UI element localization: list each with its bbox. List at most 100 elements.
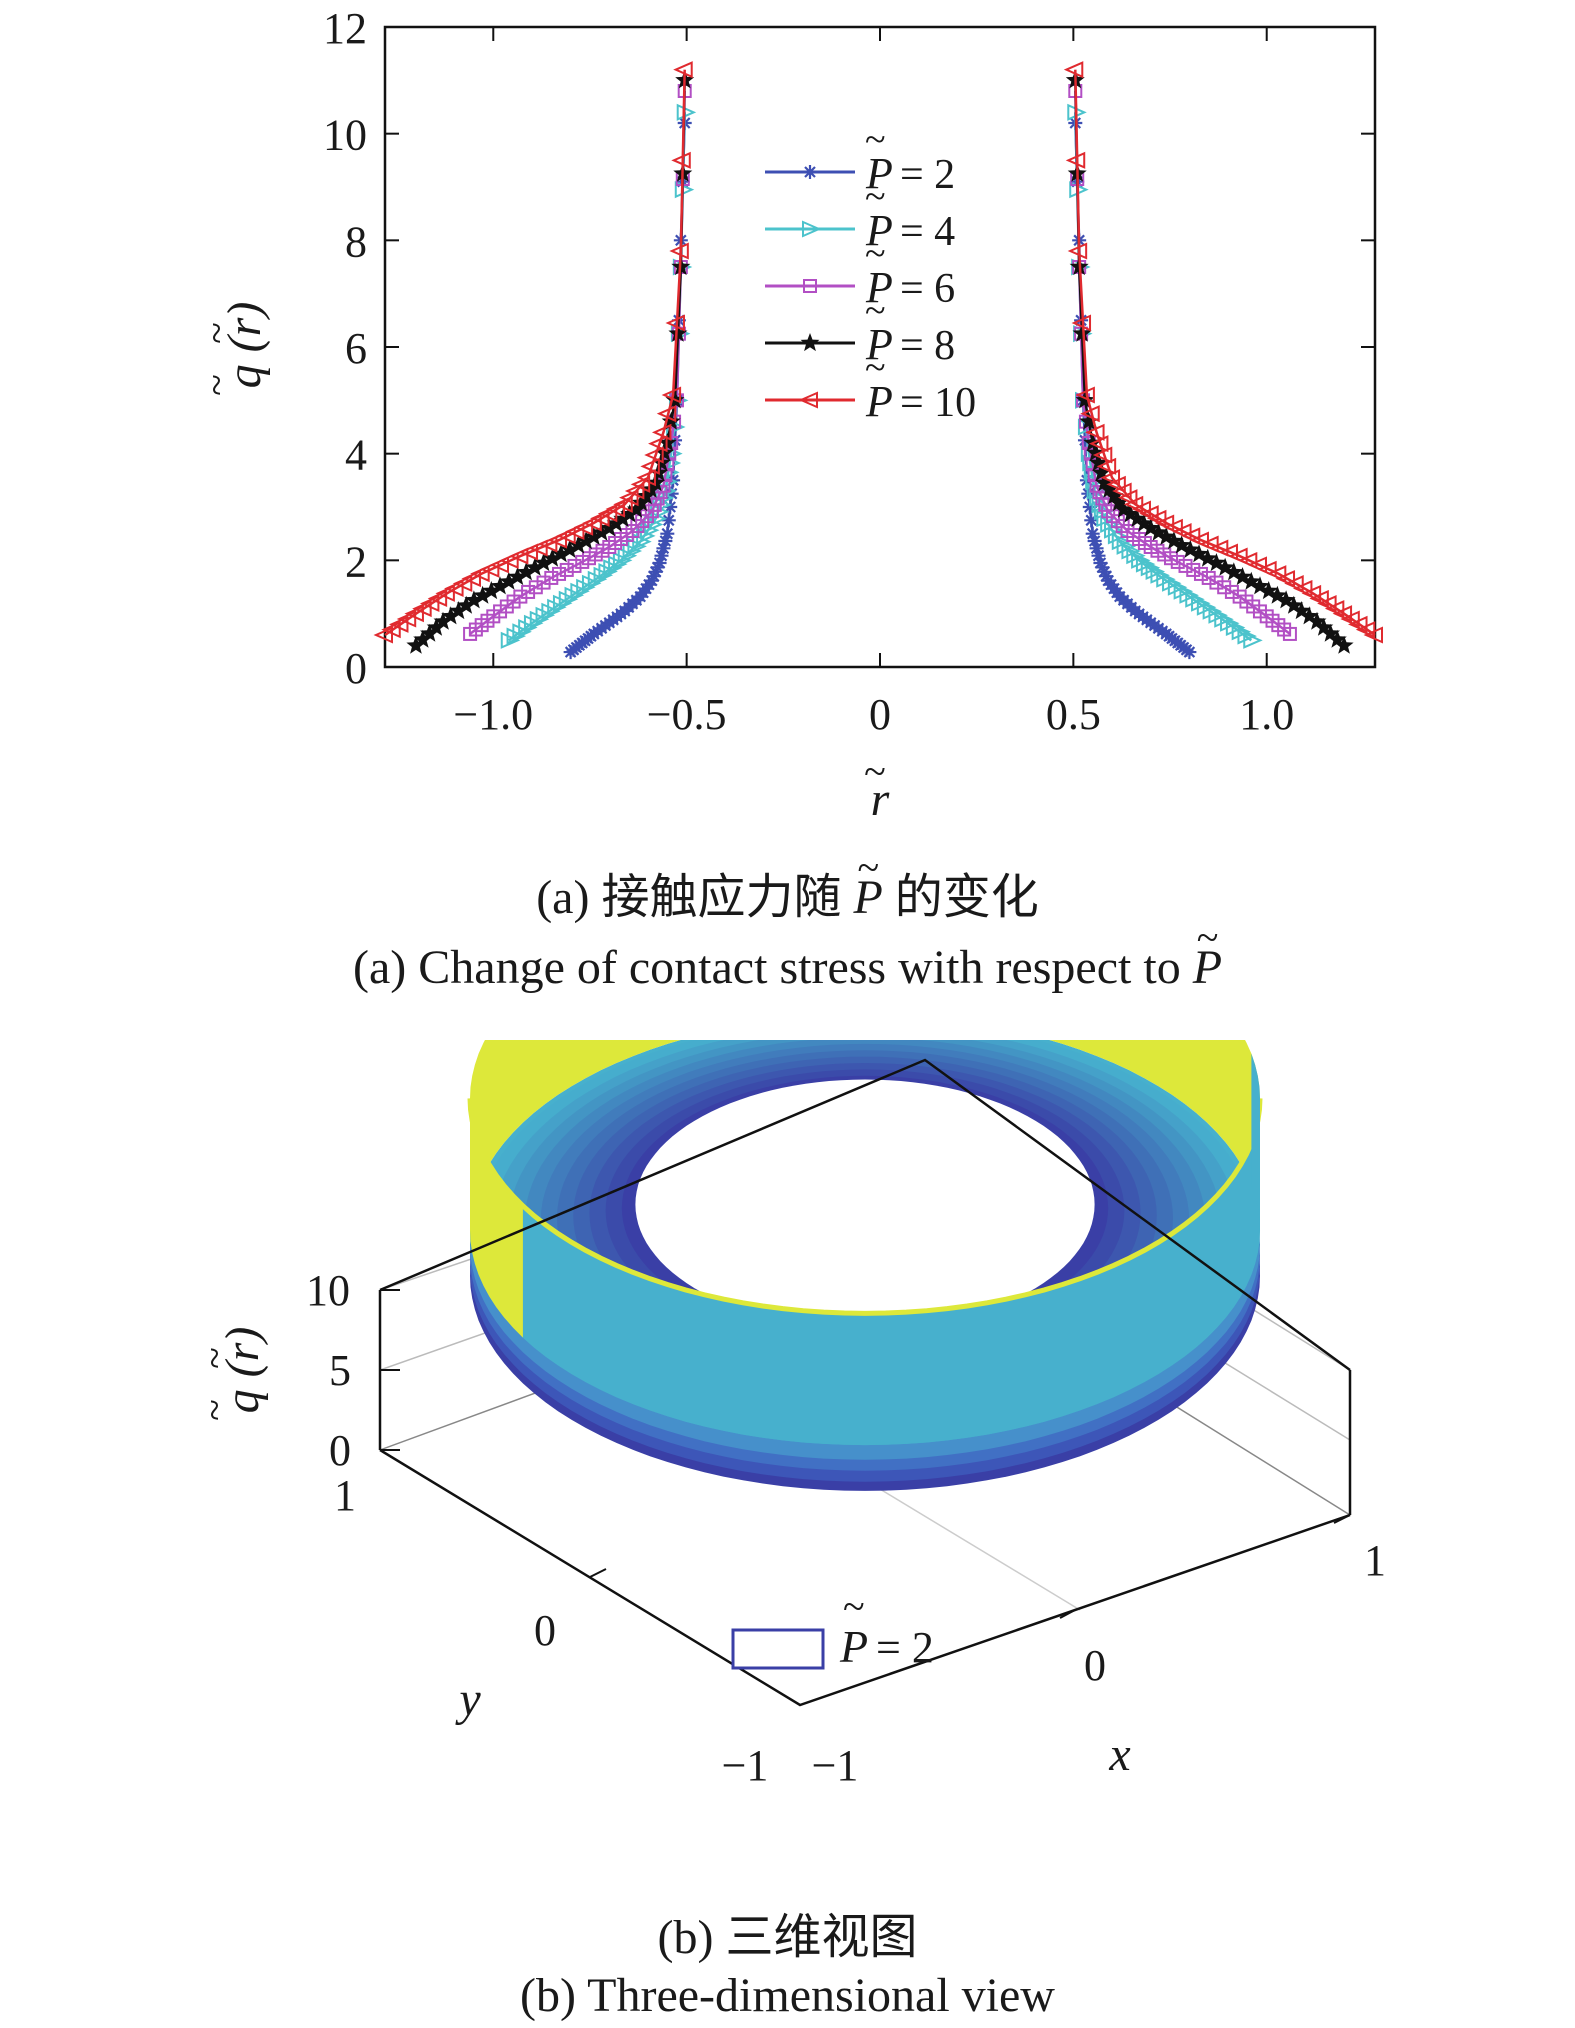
- data-point: [1101, 573, 1116, 588]
- data-point: [1089, 453, 1108, 472]
- data-point: [664, 486, 679, 501]
- data-point: [552, 566, 567, 581]
- data-point: [528, 580, 543, 595]
- data-point: [606, 513, 626, 532]
- data-point: [624, 482, 645, 500]
- data-point: [1135, 555, 1156, 573]
- data-point: [1257, 560, 1277, 578]
- data-point: [521, 584, 536, 599]
- data-point: [1314, 617, 1334, 636]
- data-point: [654, 548, 669, 563]
- data-point: [646, 569, 661, 584]
- data-point: [640, 457, 660, 475]
- data-point: [1134, 513, 1154, 532]
- y-axis-tilde-r: ~: [194, 322, 239, 344]
- data-point: [1086, 443, 1106, 462]
- data-point: [592, 522, 612, 541]
- data-point: [656, 405, 677, 423]
- data-point: [1250, 576, 1270, 595]
- data-point: [551, 544, 571, 563]
- x-tick-label: 1: [1364, 1536, 1386, 1585]
- data-point: [1127, 509, 1147, 528]
- data-point: [803, 165, 817, 179]
- data-point: [1266, 565, 1287, 583]
- legend-tilde: ~: [865, 176, 886, 218]
- legend-value: = 4: [900, 209, 955, 255]
- data-point: [802, 220, 822, 238]
- data-point: [1199, 535, 1219, 553]
- data-point: [489, 556, 510, 574]
- data-point: [1276, 590, 1296, 609]
- caption-b-cn: (b) 三维视图: [657, 1911, 918, 1964]
- data-point: [800, 333, 820, 352]
- data-point: [537, 535, 558, 553]
- data-point: [1094, 473, 1114, 492]
- y-axis-tilde-q: ~: [194, 374, 239, 396]
- data-point: [1145, 563, 1166, 581]
- y-axis-label: q (r): [218, 302, 271, 389]
- box-front-edges: [378, 1058, 1352, 1707]
- data-point: [404, 605, 424, 623]
- data-point: [1100, 469, 1121, 487]
- data-point: [481, 581, 501, 600]
- data-point: [599, 518, 619, 537]
- data-point: [456, 595, 476, 614]
- data-point: [635, 514, 650, 529]
- data-point: [1307, 611, 1327, 630]
- chart-a-series: [373, 61, 1383, 660]
- data-point: [373, 626, 393, 644]
- data-point: [1292, 601, 1311, 620]
- data-point: [581, 574, 602, 592]
- legend-symbol: P: [865, 263, 893, 312]
- data-point: [1075, 386, 1095, 404]
- data-point: [461, 570, 481, 588]
- legend-tilde: ~: [865, 290, 886, 332]
- data-point: [1164, 531, 1184, 550]
- x-axis-label: r: [871, 773, 890, 826]
- data-point: [1085, 526, 1100, 541]
- data-point: [499, 551, 519, 569]
- data-point: [406, 635, 426, 654]
- data-point: [1123, 495, 1144, 513]
- data-point: [507, 567, 527, 586]
- data-point: [1232, 589, 1247, 604]
- data-point: [587, 570, 608, 588]
- x-tick-label: 1.0: [1239, 690, 1294, 739]
- data-point: [1099, 569, 1114, 584]
- data-point: [648, 435, 668, 453]
- data-point: [558, 590, 579, 608]
- data-point: [444, 579, 464, 597]
- data-point: [1193, 566, 1208, 581]
- data-point: [612, 551, 633, 569]
- data-point: [381, 621, 401, 639]
- z-axis-label-3d: q (r): [216, 1327, 269, 1414]
- data-point: [620, 504, 640, 523]
- data-point: [1115, 519, 1130, 534]
- ring-rim: [467, 1098, 1263, 1316]
- z-tick-label: 10: [306, 1266, 350, 1315]
- data-point: [560, 539, 580, 558]
- y-tick-label: −1: [722, 1741, 769, 1790]
- z-axis-tilde-r: ~: [192, 1347, 237, 1369]
- data-point: [528, 539, 548, 557]
- data-point: [426, 617, 446, 636]
- legend-tilde: ~: [865, 347, 886, 389]
- ring-back-seam: [1251, 1053, 1260, 1231]
- ring-hole: [635, 1079, 1095, 1330]
- data-point: [500, 631, 521, 649]
- data-point: [598, 563, 618, 581]
- data-point: [433, 611, 453, 630]
- data-point: [1067, 242, 1088, 260]
- data-point: [584, 526, 604, 545]
- legend-tilde: ~: [843, 1584, 865, 1629]
- chart-a-axes: 0 2 4 6 8 10 12 −1.0 −0.5 0 0.5 1.0: [323, 4, 1377, 739]
- caption-a-en: (a) Change of contact stress with respec…: [0, 910, 1575, 996]
- data-point: [1233, 567, 1253, 586]
- y-tick-label: 4: [345, 431, 367, 480]
- data-point: [1140, 559, 1161, 577]
- data-point: [1079, 411, 1099, 430]
- data-point: [1075, 390, 1095, 409]
- data-point: [523, 614, 544, 632]
- data-point: [658, 534, 673, 548]
